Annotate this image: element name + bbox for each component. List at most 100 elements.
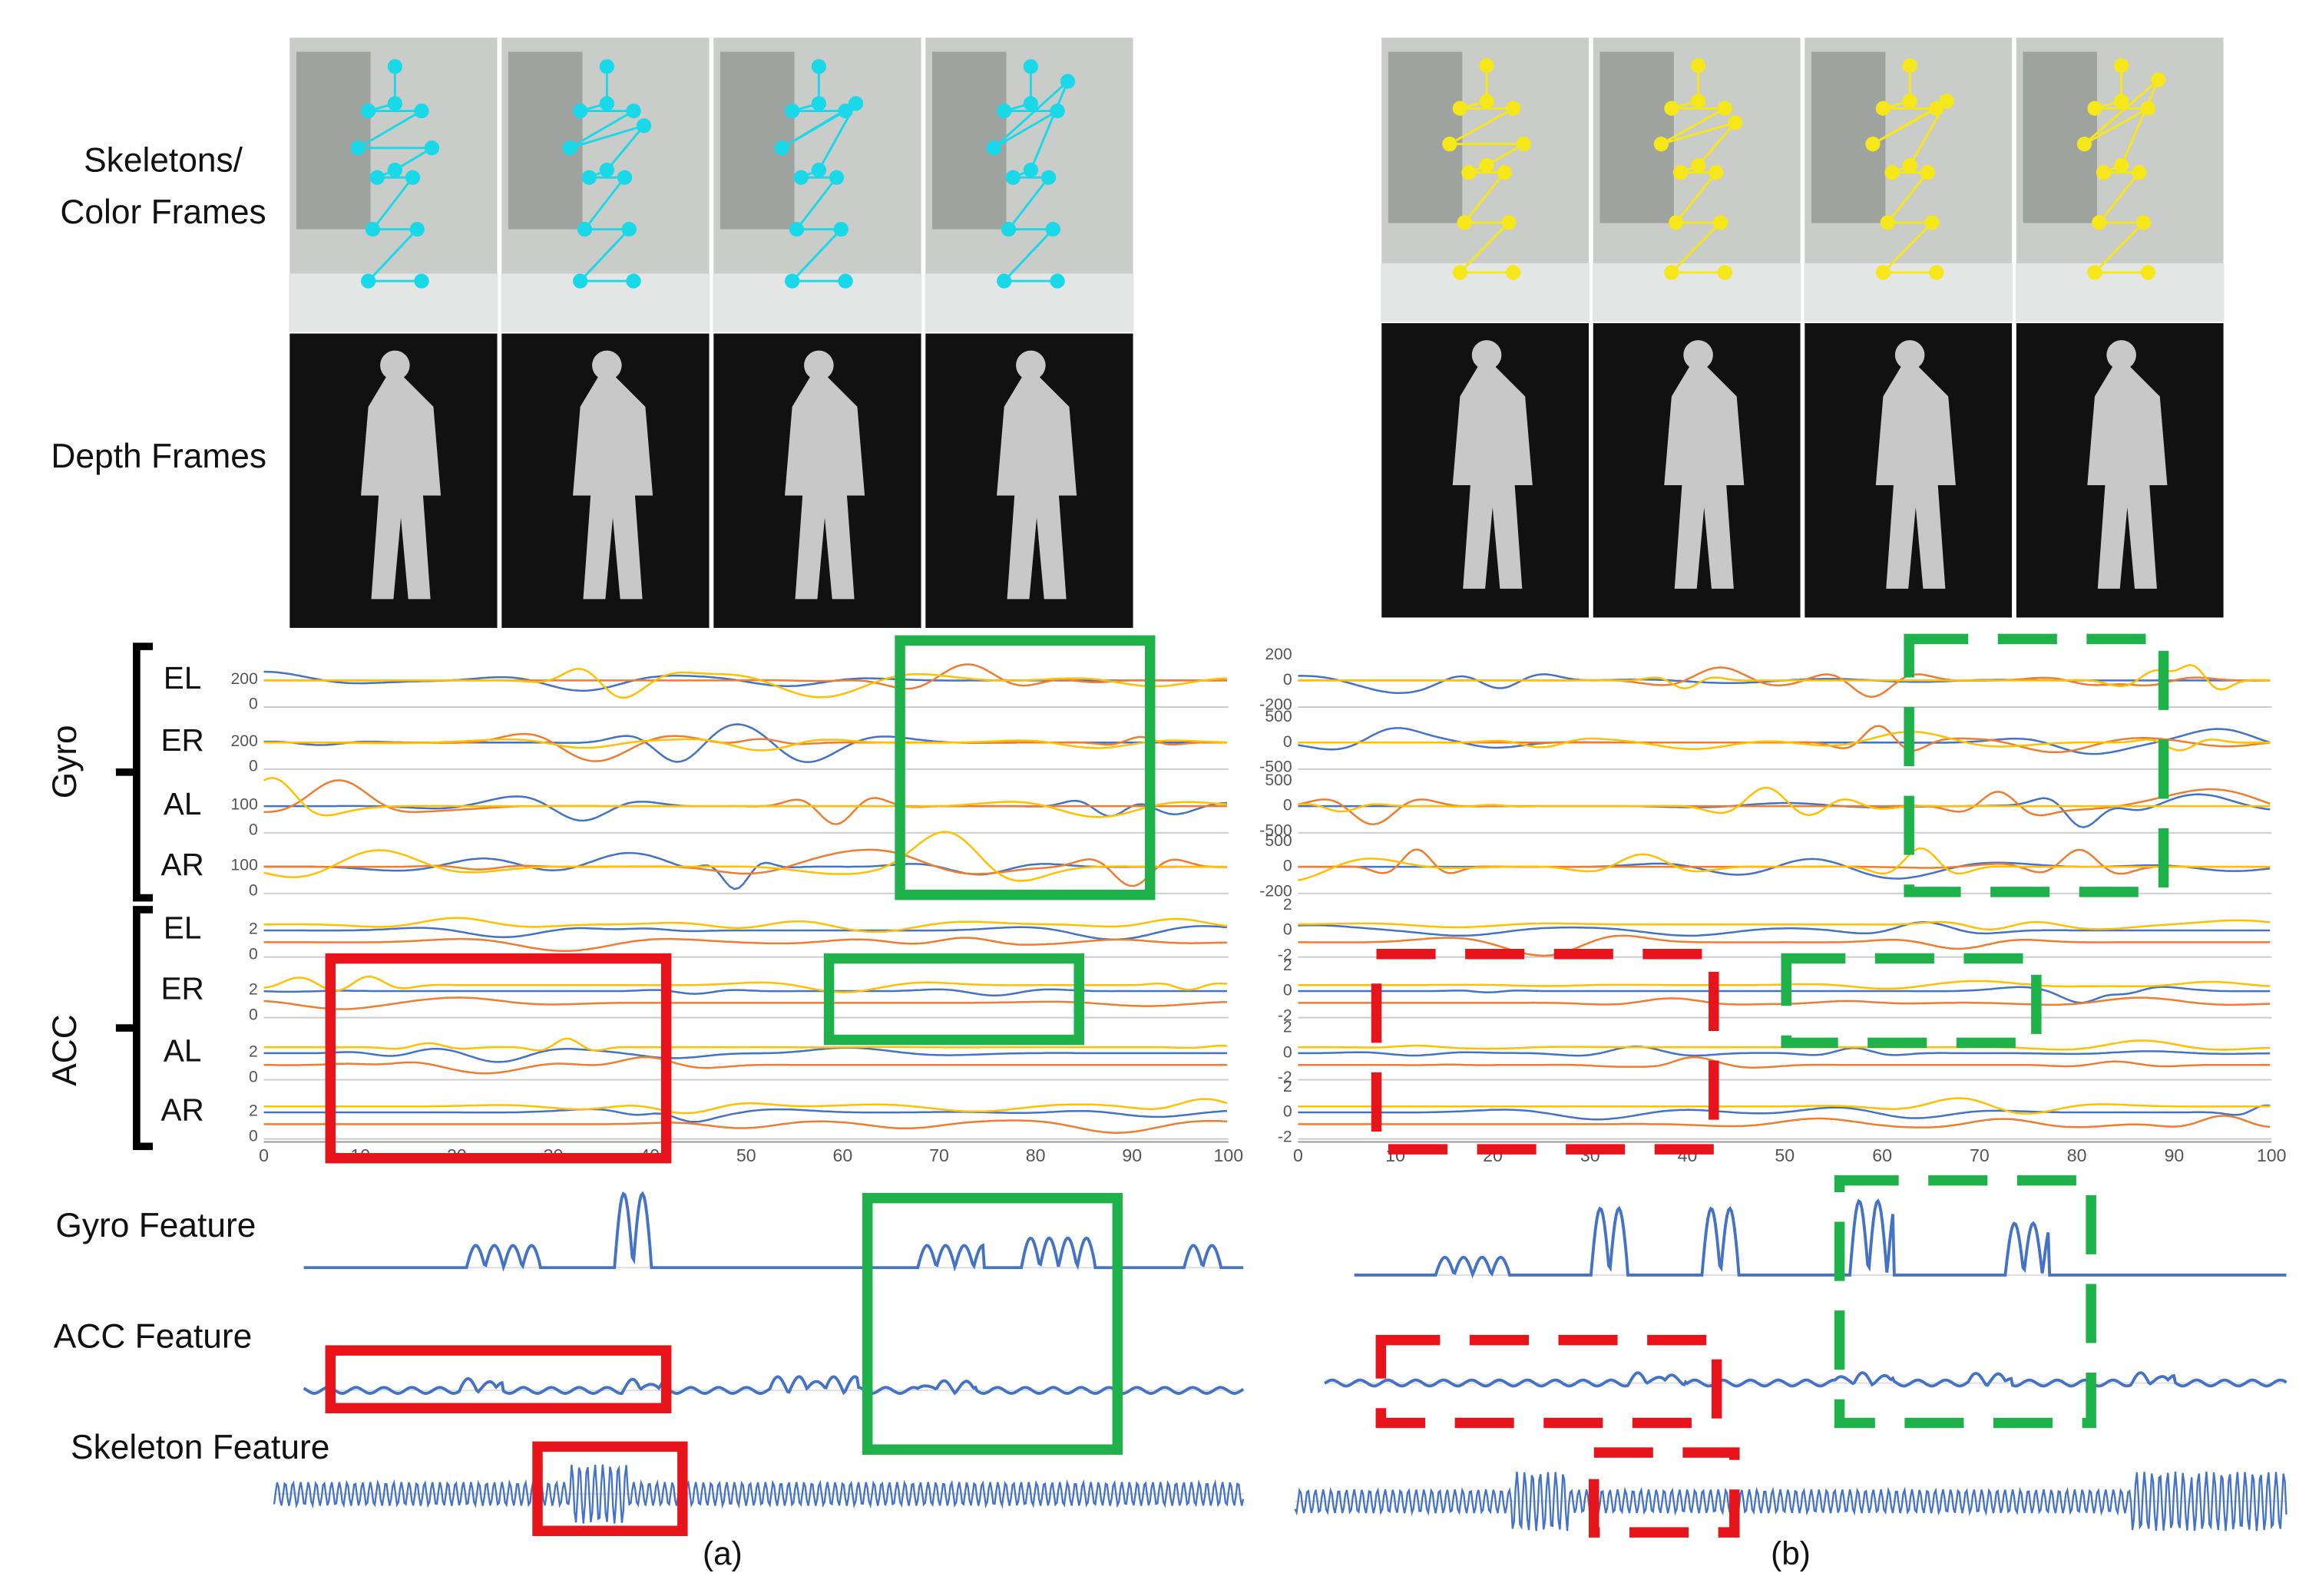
y-tick-label: 0 bbox=[249, 758, 258, 775]
joint bbox=[2140, 265, 2155, 280]
silhouette bbox=[1875, 340, 1956, 589]
y-tick-label: 2 bbox=[249, 1043, 258, 1061]
joint bbox=[361, 273, 376, 289]
joint bbox=[997, 273, 1012, 289]
signal-line bbox=[263, 917, 1228, 933]
joint bbox=[1045, 222, 1060, 237]
x-tick-label: 0 bbox=[1293, 1145, 1303, 1165]
y-tick-label: 2 bbox=[1283, 896, 1292, 914]
y-tick-label: 0 bbox=[1283, 982, 1292, 1000]
feature-trace bbox=[303, 1375, 1245, 1396]
feature-trace bbox=[1294, 1472, 2287, 1532]
joint bbox=[1497, 165, 1512, 180]
joint bbox=[833, 222, 849, 237]
joint bbox=[1461, 165, 1477, 180]
joint bbox=[986, 140, 1001, 156]
signal-line bbox=[1298, 663, 2271, 691]
x-tick-label: 70 bbox=[929, 1145, 949, 1165]
joint bbox=[636, 118, 652, 134]
joint bbox=[1929, 265, 1944, 280]
floor bbox=[713, 273, 922, 333]
y-tick-label: 0 bbox=[249, 881, 258, 899]
joint bbox=[1902, 94, 1917, 109]
joint bbox=[829, 170, 845, 185]
joint bbox=[1653, 136, 1669, 152]
y-tick-label: 0 bbox=[249, 1006, 258, 1023]
joint bbox=[848, 96, 864, 111]
signal-line bbox=[263, 851, 1227, 891]
label: Skeletons/ bbox=[84, 142, 243, 180]
joint bbox=[617, 170, 633, 185]
y-tick-label: 100 bbox=[231, 796, 258, 814]
signal-line bbox=[1298, 1104, 2271, 1121]
joint bbox=[1929, 101, 1944, 116]
y-tick-label: 2 bbox=[249, 920, 258, 938]
joint bbox=[789, 222, 805, 237]
x-tick-label: 80 bbox=[2067, 1145, 2087, 1165]
y-tick-label: 200 bbox=[1265, 646, 1292, 663]
joint bbox=[2114, 157, 2129, 173]
floor bbox=[925, 273, 1134, 333]
joint bbox=[1506, 265, 1521, 280]
feature-trace bbox=[303, 1191, 1244, 1272]
joint bbox=[793, 170, 809, 185]
joint bbox=[1479, 157, 1494, 173]
y-tick-label: 2 bbox=[1283, 1019, 1292, 1036]
y-tick-label: 2 bbox=[1283, 957, 1292, 974]
y-tick-label: 0 bbox=[249, 945, 258, 963]
label: ACC Feature bbox=[54, 1317, 253, 1355]
joint bbox=[1040, 170, 1057, 185]
signal-line bbox=[263, 1098, 1228, 1115]
highlight-box bbox=[1781, 953, 2042, 1049]
y-tick-label: -2 bbox=[1278, 1069, 1292, 1086]
row-label: AR bbox=[161, 1092, 204, 1128]
joint bbox=[599, 162, 614, 178]
joint bbox=[811, 96, 826, 111]
signal-line bbox=[1298, 666, 2271, 698]
y-tick-label: 2 bbox=[249, 981, 258, 999]
label: Gyro Feature bbox=[55, 1207, 256, 1244]
silhouette bbox=[361, 350, 442, 600]
joint bbox=[1875, 101, 1891, 116]
joint bbox=[1023, 59, 1039, 74]
x-tick-label: 100 bbox=[1214, 1145, 1244, 1165]
label: Color Frames bbox=[60, 193, 266, 231]
signal-line bbox=[1298, 727, 2271, 755]
highlight-box bbox=[1589, 1447, 1740, 1538]
signal-line bbox=[1298, 1056, 2271, 1069]
joint bbox=[369, 170, 385, 185]
joint bbox=[405, 170, 421, 185]
joint bbox=[1728, 115, 1743, 131]
silhouette bbox=[1452, 340, 1533, 589]
signal-line bbox=[1298, 920, 2271, 937]
signal-line bbox=[1298, 1097, 2271, 1115]
joint bbox=[573, 103, 588, 119]
joint bbox=[361, 103, 376, 119]
joint bbox=[2151, 72, 2166, 88]
joint bbox=[1717, 265, 1732, 280]
highlight-box bbox=[862, 1192, 1123, 1455]
joint bbox=[424, 140, 440, 156]
joint bbox=[2087, 101, 2102, 116]
y-tick-label: -2 bbox=[1278, 1128, 1292, 1145]
row-label: AL bbox=[164, 1033, 201, 1069]
signal-line bbox=[263, 831, 1227, 882]
signal-line bbox=[1298, 848, 2271, 875]
signal-line bbox=[263, 988, 1227, 996]
y-tick-label: 100 bbox=[231, 857, 258, 874]
x-tick-label: 90 bbox=[2165, 1145, 2185, 1165]
joint bbox=[1902, 58, 1917, 73]
joint bbox=[1690, 94, 1706, 109]
joint bbox=[838, 273, 853, 289]
joint bbox=[811, 59, 826, 74]
joint bbox=[577, 222, 593, 237]
joint bbox=[1005, 170, 1021, 185]
signal-line bbox=[263, 795, 1227, 822]
y-tick-label: 0 bbox=[1283, 797, 1292, 815]
joint bbox=[387, 96, 402, 111]
signal-line bbox=[263, 1037, 1227, 1052]
joint bbox=[1902, 157, 1917, 173]
y-tick-label: -200 bbox=[1259, 696, 1292, 714]
